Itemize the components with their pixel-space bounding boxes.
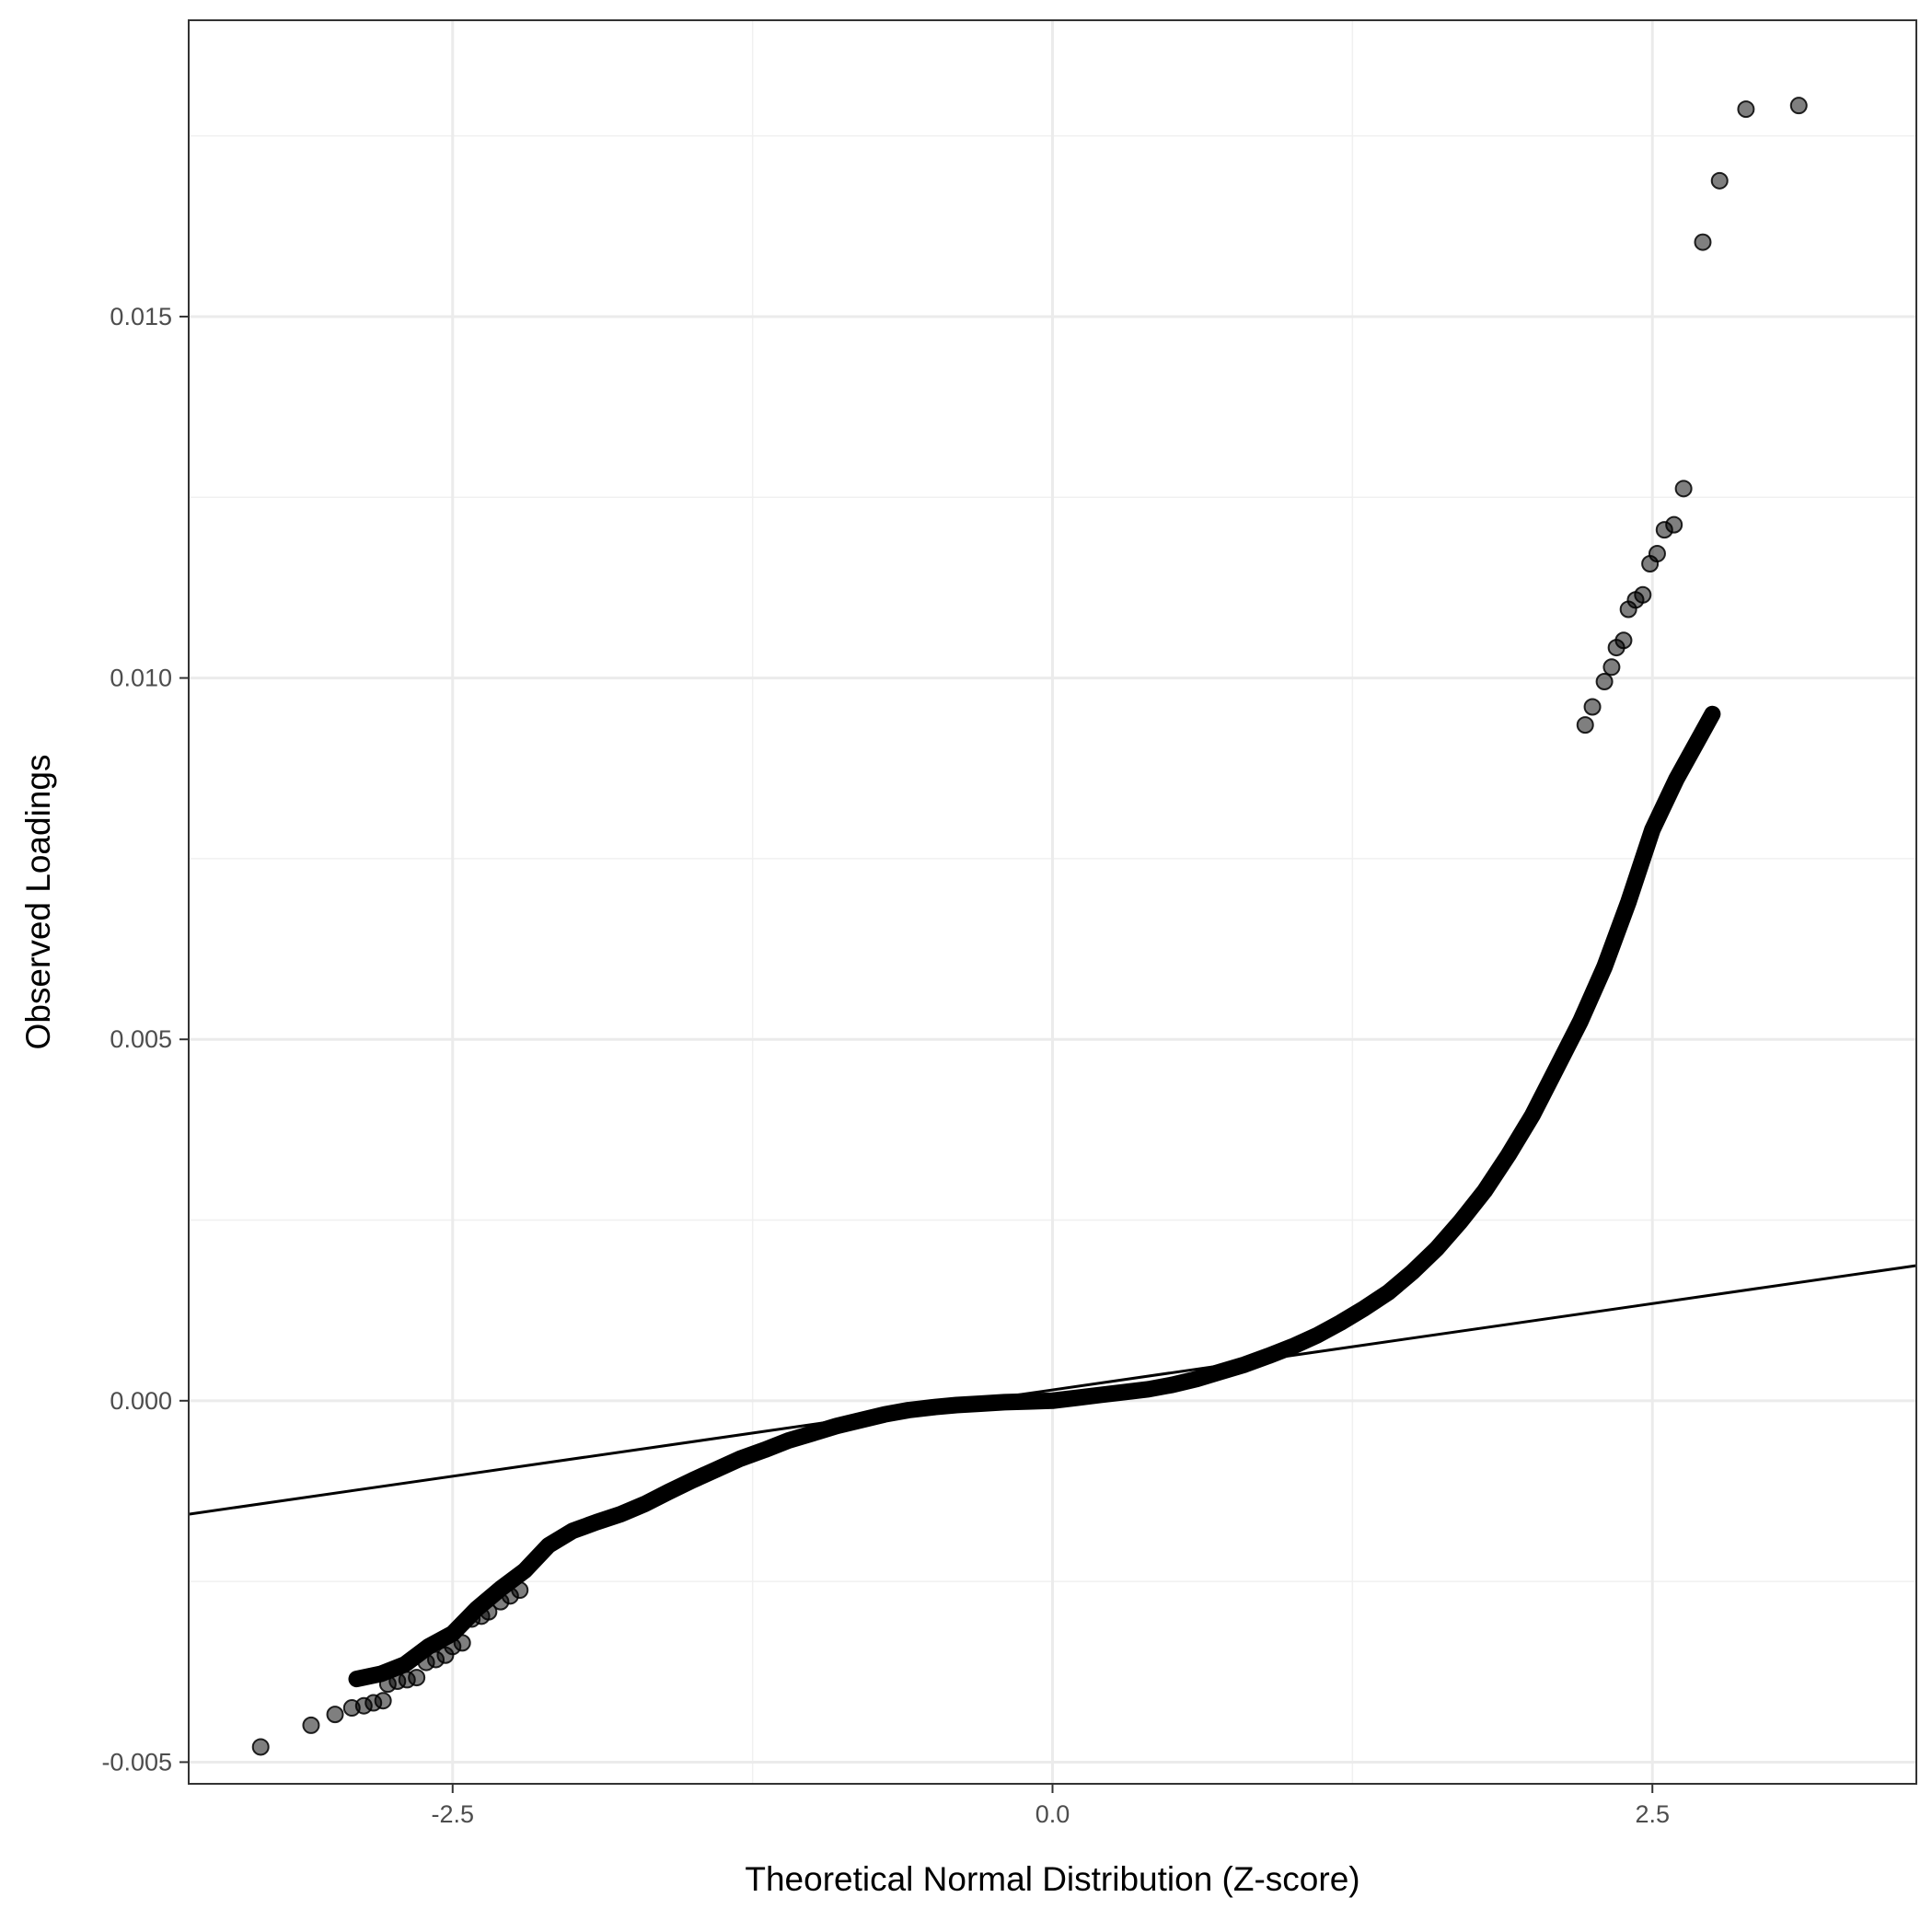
major-gridlines	[189, 20, 1916, 1784]
dense-points-curve	[348, 705, 1721, 1688]
x-axis: -2.5 0.0 2.5	[431, 1784, 1670, 1828]
y-tick-label: 0.000	[110, 1387, 172, 1415]
data-point	[408, 1669, 426, 1687]
y-tick-label: 0.010	[110, 665, 172, 692]
data-points	[251, 97, 1808, 1756]
data-point	[1576, 716, 1594, 735]
data-point	[511, 1581, 529, 1600]
data-point	[326, 1706, 344, 1724]
data-point	[251, 1738, 270, 1756]
x-axis-title: Theoretical Normal Distribution (Z-score…	[745, 1860, 1359, 1898]
points-dense-band	[348, 705, 1721, 1688]
data-point	[1602, 658, 1621, 677]
y-tick-label: 0.015	[110, 303, 172, 330]
y-tick-label: 0.005	[110, 1025, 172, 1053]
data-point	[1710, 171, 1729, 190]
data-point	[1614, 631, 1633, 650]
data-point	[1665, 515, 1683, 534]
data-point	[1694, 233, 1712, 251]
data-point	[453, 1634, 471, 1652]
data-point	[1674, 480, 1693, 498]
data-point	[302, 1716, 320, 1734]
x-tick-label: 0.0	[1035, 1800, 1070, 1828]
data-point	[1789, 97, 1808, 115]
data-point	[1634, 585, 1652, 604]
reference-line	[188, 1264, 1917, 1516]
data-point	[374, 1692, 392, 1710]
y-tick-label: -0.005	[101, 1748, 172, 1776]
x-tick-label: -2.5	[431, 1800, 474, 1828]
y-axis-title: Observed Loadings	[19, 755, 57, 1050]
data-point	[1648, 545, 1666, 563]
x-tick-label: 2.5	[1635, 1800, 1670, 1828]
data-point	[480, 1602, 498, 1621]
data-point	[1583, 698, 1602, 716]
data-point	[1595, 673, 1614, 690]
y-axis: -0.005 0.000 0.005 0.010 0.015	[101, 303, 189, 1776]
data-point	[1737, 100, 1755, 119]
